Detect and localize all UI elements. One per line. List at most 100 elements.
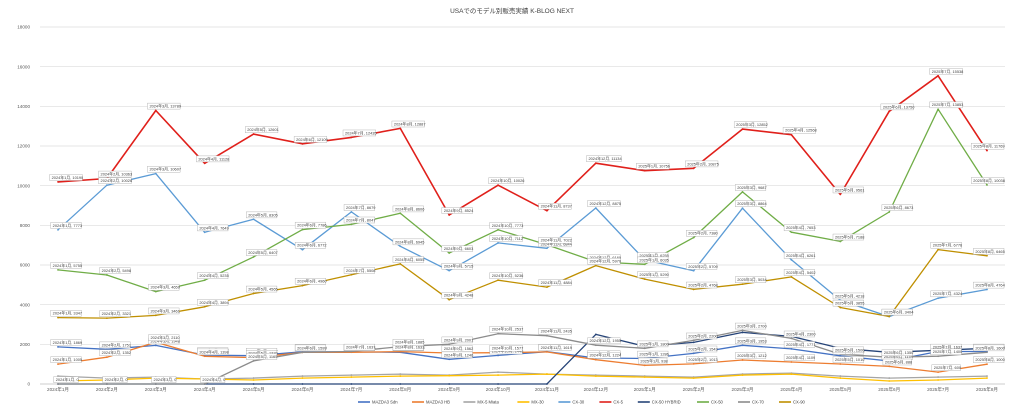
data-label-text: 2025年3月, 2700 bbox=[737, 323, 767, 328]
data-label-text: 2024年11月, 6844 bbox=[541, 241, 573, 246]
data-label-box bbox=[973, 281, 1005, 289]
data-label: 2025年6月, 13750 bbox=[880, 103, 915, 111]
data-point bbox=[643, 169, 646, 172]
data-point bbox=[57, 268, 59, 271]
data-point bbox=[57, 316, 59, 319]
data-label: 2024年9月, 5715 bbox=[441, 263, 473, 270]
data-label-box bbox=[538, 203, 572, 210]
data-point bbox=[57, 383, 59, 385]
data-label-text: 2024年7月, 8679 bbox=[346, 205, 375, 210]
data-point bbox=[497, 279, 499, 282]
data-label-box bbox=[931, 364, 961, 371]
data-point bbox=[790, 337, 793, 340]
data-label-box bbox=[587, 337, 621, 345]
data-label-text: 2024年10月, 7112 bbox=[492, 236, 523, 241]
data-label-text: 2025年2月, 1013 bbox=[688, 357, 717, 362]
data-label: 2024年6月, 12109 bbox=[293, 136, 328, 143]
data-label-text: 2025年6月, 8673 bbox=[884, 205, 913, 210]
data-label: 2024年2月, 0 bbox=[102, 376, 128, 383]
data-label-box bbox=[102, 376, 128, 383]
data-label-text: 2025年7月, 6776 bbox=[933, 243, 962, 248]
data-label-box bbox=[832, 186, 864, 194]
x-tick-label: 2024年5月 bbox=[243, 386, 265, 393]
data-point bbox=[692, 288, 695, 291]
data-point bbox=[252, 256, 255, 258]
data-point bbox=[203, 279, 206, 282]
data-label-box bbox=[200, 376, 226, 383]
data-label: 2025年3月, 2700 bbox=[735, 322, 767, 330]
data-label-box bbox=[686, 263, 718, 270]
data-label-text: 2024年10月, 10026 bbox=[491, 178, 525, 183]
legend-label: CX-50 bbox=[711, 400, 724, 405]
data-label-text: 2024年6月, 4960 bbox=[297, 279, 327, 284]
data-label-text: 2025年1月, 5290 bbox=[639, 272, 669, 277]
data-label-text: 2024年1月, 10190 bbox=[52, 175, 84, 180]
data-point bbox=[350, 273, 353, 276]
data-label: 2025年4月, 1771 bbox=[783, 341, 816, 348]
data-label-box bbox=[197, 224, 229, 232]
data-label-text: 2024年3月, 4659 bbox=[150, 285, 179, 290]
data-point bbox=[937, 371, 940, 373]
data-point bbox=[692, 269, 695, 272]
data-point bbox=[448, 269, 451, 272]
data-label-box bbox=[294, 242, 326, 249]
legend: MAZDA3 Sdn MAZDA3 HB MX-5 Miata MX-30 CX-30 C… bbox=[358, 400, 806, 405]
data-label-box bbox=[971, 142, 1005, 150]
data-label-text: 2024年10月, 5236 bbox=[492, 273, 524, 278]
data-label: 2025年3月, 1953 bbox=[735, 337, 767, 345]
data-label: 2024年5月, 8305 bbox=[246, 211, 278, 219]
data-label-text: 2024年4月, 0 bbox=[202, 377, 226, 382]
data-label-box bbox=[98, 177, 132, 184]
data-label-box bbox=[973, 248, 1005, 255]
data-point bbox=[790, 347, 793, 350]
series-line bbox=[57, 248, 988, 319]
data-point bbox=[692, 339, 695, 342]
data-label-box bbox=[197, 299, 229, 306]
data-label: 2024年12月, 11134 bbox=[586, 155, 622, 162]
data-label-text: 2024年1月, 1005 bbox=[53, 357, 82, 362]
data-point bbox=[350, 210, 353, 213]
legend-item: MAZDA3 HB bbox=[412, 400, 450, 405]
data-label-box bbox=[880, 103, 914, 111]
data-label: 2024年7月, 8047 bbox=[343, 216, 375, 224]
data-point bbox=[203, 305, 206, 308]
legend-label: CX-50 HYBRID bbox=[652, 400, 681, 405]
x-tick-label: 2024年7月 bbox=[340, 386, 362, 393]
data-label-text: 2025年4月, 5402 bbox=[786, 270, 815, 275]
data-point bbox=[692, 363, 695, 365]
data-label-box bbox=[343, 204, 375, 211]
data-label-text: 2024年6月, 6772 bbox=[297, 243, 326, 248]
data-label-text: 2024年12月, 5970 bbox=[589, 259, 621, 264]
data-label-box bbox=[343, 267, 375, 274]
chart-title: USAでのモデル別販売実績 K-BLOG NEXT bbox=[450, 6, 574, 15]
legend-label: MAZDA3 HB bbox=[426, 400, 450, 405]
series-line bbox=[57, 75, 988, 216]
data-point bbox=[399, 350, 402, 353]
data-label: 2024年8月, 6945 bbox=[392, 238, 424, 246]
data-label-box bbox=[342, 129, 376, 137]
data-label: 2024年3月, 13789 bbox=[147, 102, 181, 110]
data-label-text: 2025年1月, 6255 bbox=[639, 253, 668, 258]
data-label-text: 2025年3月, 1212 bbox=[737, 353, 766, 358]
data-label: 2025年3月, 1212 bbox=[735, 352, 767, 359]
data-label: 2024年7月, 5508 bbox=[343, 267, 375, 274]
y-tick-label: 6000 bbox=[20, 263, 31, 268]
y-tick-label: 18000 bbox=[17, 25, 30, 30]
data-label-text: 2025年8月, 1600 bbox=[975, 345, 1005, 350]
data-point bbox=[643, 263, 646, 266]
data-point bbox=[301, 248, 304, 251]
data-label: 2025年1月, 6035 bbox=[637, 256, 669, 264]
data-label-text: 2024年11月, 1619 bbox=[541, 345, 572, 350]
series-cx-5 bbox=[57, 74, 988, 216]
data-label-box bbox=[735, 184, 767, 191]
data-point bbox=[497, 242, 499, 244]
data-label: 2024年2月, 3321 bbox=[99, 310, 131, 317]
y-tick-label: 8000 bbox=[20, 223, 31, 228]
data-label-text: 2024年2月, 1352 bbox=[102, 350, 131, 355]
data-label-text: 2024年12月, 1955 bbox=[589, 338, 621, 343]
data-label-text: 2024年7月, 1637 bbox=[346, 345, 375, 350]
data-point bbox=[448, 343, 451, 346]
data-point bbox=[57, 228, 59, 231]
data-label-box bbox=[151, 376, 177, 383]
data-label-box bbox=[196, 155, 230, 163]
